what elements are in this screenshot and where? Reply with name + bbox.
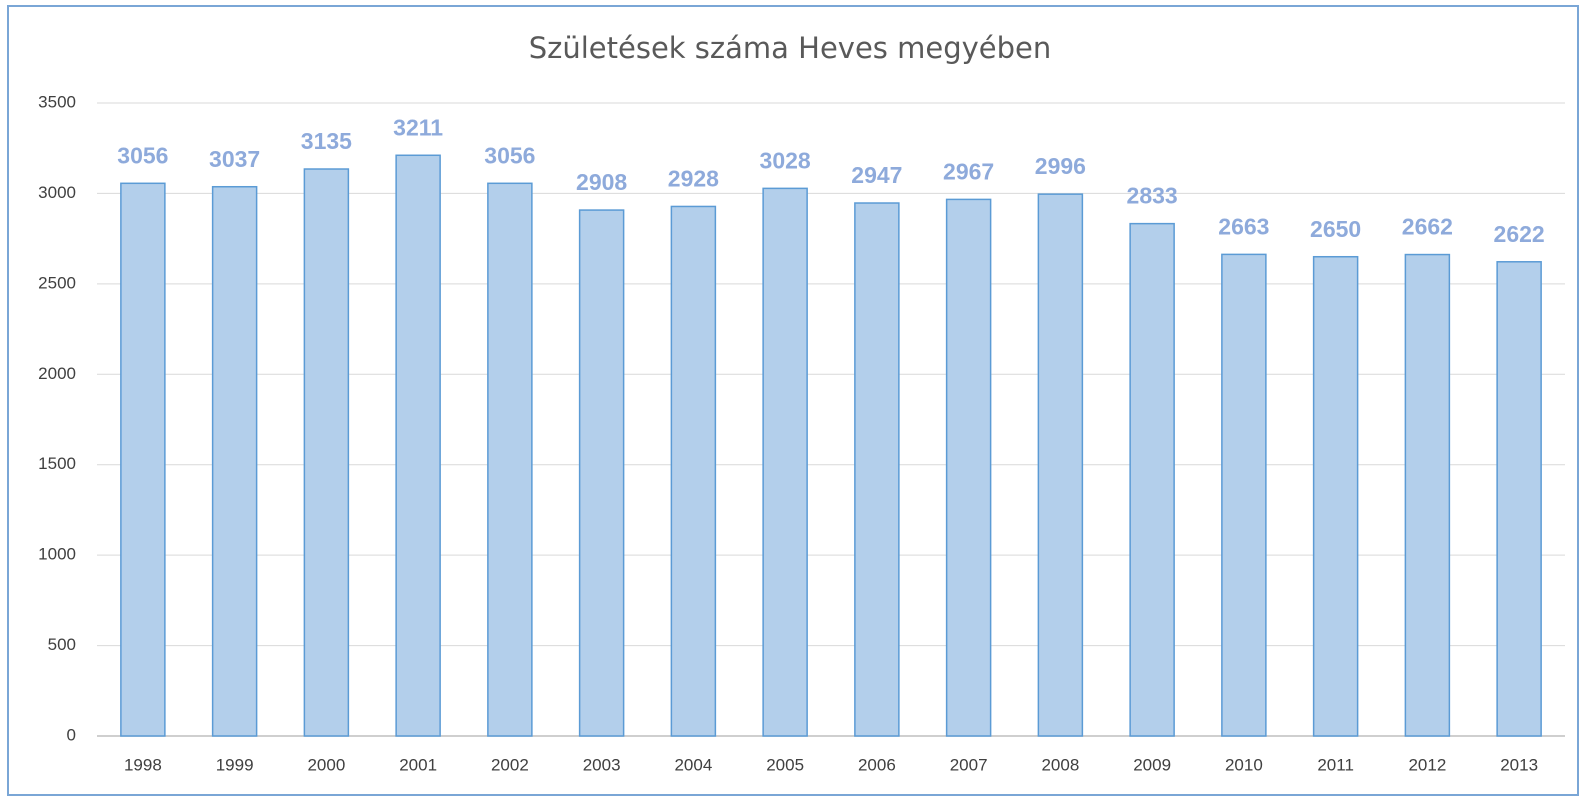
data-label: 2967 bbox=[943, 158, 994, 184]
data-label: 3037 bbox=[209, 146, 260, 172]
data-label: 2947 bbox=[851, 162, 902, 188]
x-tick-label: 2012 bbox=[1408, 755, 1446, 774]
y-tick-label: 2500 bbox=[38, 273, 76, 292]
data-label: 3056 bbox=[117, 142, 168, 168]
x-tick-label: 1998 bbox=[124, 755, 162, 774]
data-label: 3211 bbox=[393, 114, 443, 140]
y-tick-label: 1500 bbox=[38, 454, 76, 473]
bar bbox=[395, 154, 441, 737]
y-tick-label: 2000 bbox=[38, 364, 76, 383]
data-label: 2833 bbox=[1127, 183, 1178, 209]
x-tick-label: 2000 bbox=[307, 755, 345, 774]
data-label: 2650 bbox=[1310, 216, 1361, 242]
bar bbox=[578, 209, 625, 737]
bar bbox=[303, 168, 350, 737]
bar bbox=[1037, 193, 1084, 737]
x-tick-label: 2013 bbox=[1500, 755, 1538, 774]
x-tick-label: 2002 bbox=[491, 755, 529, 774]
x-tick-label: 2003 bbox=[583, 755, 621, 774]
y-tick-label: 0 bbox=[67, 725, 76, 744]
x-tick-label: 2006 bbox=[858, 755, 896, 774]
bar bbox=[1129, 222, 1175, 737]
bar bbox=[854, 202, 900, 737]
data-label: 3028 bbox=[760, 147, 811, 173]
data-label: 2908 bbox=[576, 169, 627, 195]
bar bbox=[1312, 255, 1359, 737]
bar bbox=[945, 198, 992, 737]
x-tick-label: 2007 bbox=[950, 755, 988, 774]
data-label: 2996 bbox=[1035, 153, 1086, 179]
x-tick-label: 2010 bbox=[1225, 755, 1263, 774]
y-tick-label: 3000 bbox=[38, 183, 76, 202]
data-label: 2662 bbox=[1402, 214, 1453, 240]
bar bbox=[762, 187, 808, 737]
data-label: 2622 bbox=[1494, 221, 1545, 247]
bar bbox=[487, 182, 533, 737]
x-tick-label: 2004 bbox=[674, 755, 712, 774]
chart-title: Születések száma Heves megyében bbox=[529, 31, 1052, 65]
x-tick-label: 2005 bbox=[766, 755, 804, 774]
data-label: 3056 bbox=[484, 142, 535, 168]
bar bbox=[1496, 261, 1542, 737]
bar bbox=[670, 205, 717, 737]
x-tick-label: 2011 bbox=[1317, 755, 1354, 774]
y-tick-label: 1000 bbox=[38, 545, 76, 564]
bar bbox=[211, 185, 258, 737]
data-label: 2928 bbox=[668, 166, 719, 192]
bar bbox=[1221, 253, 1267, 737]
y-tick-label: 3500 bbox=[38, 92, 76, 111]
y-tick-label: 500 bbox=[48, 635, 76, 654]
x-tick-label: 2008 bbox=[1041, 755, 1079, 774]
x-tick-label: 1999 bbox=[216, 755, 254, 774]
bar bbox=[120, 182, 166, 737]
x-tick-label: 2009 bbox=[1133, 755, 1171, 774]
data-label: 3135 bbox=[301, 128, 352, 154]
data-label: 2663 bbox=[1218, 213, 1269, 239]
bar bbox=[1404, 253, 1451, 737]
x-tick-label: 2001 bbox=[399, 755, 437, 774]
